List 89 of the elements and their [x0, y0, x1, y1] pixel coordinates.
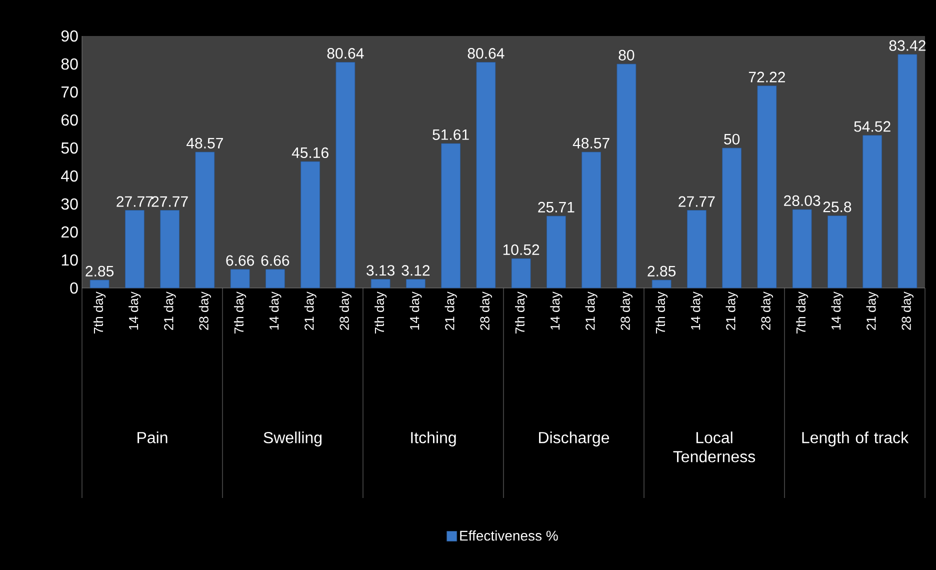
data-label: 83.42	[889, 40, 926, 51]
x-tick-label: 28 day	[480, 292, 492, 330]
data-label: 25.8	[823, 202, 852, 212]
data-label: 3.12	[402, 265, 430, 276]
y-tick-label: 40	[61, 170, 78, 182]
y-tick-label: 70	[61, 86, 78, 98]
text: Discharge	[539, 432, 610, 446]
data-label: 27.77	[152, 196, 188, 207]
data-label: 25.71	[538, 202, 574, 212]
x-tick-label: 28 day	[198, 292, 211, 330]
text: Local Tenderness	[673, 432, 756, 462]
y-tick-label: 90	[61, 30, 78, 42]
data-label: 28.03	[784, 195, 820, 206]
x-tick-label: 21 day	[444, 292, 457, 330]
x-tick-label: 21 day	[585, 292, 598, 330]
x-tick-label: 7th day	[374, 292, 387, 334]
x-tick-label: 7th day	[234, 292, 246, 334]
x-tick-label: 14 day	[550, 292, 562, 330]
text: Swelling	[264, 432, 322, 446]
bar	[441, 143, 461, 288]
bar	[300, 161, 320, 288]
y-tick-label: 30	[61, 198, 78, 210]
x-tick-label: 7th day	[796, 292, 808, 334]
x-tick-label: 14 day	[269, 292, 282, 330]
x-tick-label: 28 day	[760, 292, 774, 330]
bar	[687, 210, 706, 288]
x-tick-label: 7th day	[94, 292, 106, 334]
bar	[546, 216, 566, 288]
data-label: 48.57	[572, 138, 610, 148]
y-tick-label: 10	[62, 254, 78, 266]
x-tick-label: 14 day	[410, 292, 422, 330]
data-label: 80	[618, 50, 634, 60]
x-tick-label: 7th day	[515, 292, 528, 334]
x-tick-label: 28 day	[901, 292, 914, 330]
data-label: 2.85	[86, 266, 114, 276]
bar	[370, 279, 390, 288]
data-label: 72.22	[748, 72, 785, 82]
data-label: 27.77	[116, 196, 153, 207]
bar	[124, 210, 144, 288]
bar	[582, 152, 602, 288]
bar	[828, 216, 847, 288]
data-label: 54.52	[854, 121, 890, 132]
bar	[757, 86, 777, 288]
x-tick-label: 21 day	[726, 292, 738, 330]
y-tick-label: 20	[61, 226, 78, 238]
x-tick-label: 14 day	[831, 292, 844, 330]
data-label: 45.16	[292, 147, 328, 158]
data-label: 51.61	[432, 129, 469, 140]
text: Itching	[411, 432, 456, 446]
x-tick-label: 7th day	[656, 292, 668, 334]
data-label: 27.77	[678, 196, 715, 207]
x-tick-label: 21 day	[866, 292, 878, 330]
legend-label: Effectiveness %	[460, 530, 558, 541]
bar	[90, 280, 110, 288]
bar	[476, 62, 496, 288]
x-tick-label: 21 day	[164, 292, 176, 330]
x-tick-label: 28 day	[339, 292, 352, 330]
data-label: 80.64	[468, 48, 504, 59]
data-label: 6.66	[226, 255, 254, 266]
y-tick-label: 0	[70, 282, 78, 294]
x-tick-label: 21 day	[304, 292, 316, 330]
bar	[722, 148, 742, 288]
bar	[336, 62, 356, 288]
x-tick-label: 28 day	[620, 292, 633, 330]
x-tick-label: 14 day	[690, 292, 703, 330]
bar	[406, 279, 426, 288]
data-label: 50	[724, 134, 740, 144]
data-label: 3.13	[366, 265, 395, 276]
x-tick-label: 14 day	[128, 292, 141, 330]
data-label: 10.52	[503, 244, 540, 256]
data-label: 6.66	[261, 255, 290, 266]
bar	[195, 152, 215, 288]
text: Pain	[138, 432, 168, 444]
bar	[160, 210, 180, 288]
y-tick-label: 60	[61, 114, 78, 126]
bar	[616, 64, 636, 288]
data-label: 80.64	[327, 48, 364, 59]
bar	[511, 258, 531, 288]
bar	[898, 54, 918, 288]
bar	[265, 269, 285, 288]
bar	[652, 280, 672, 288]
text: Length of track	[802, 432, 909, 446]
data-label: 2.85	[648, 266, 676, 276]
y-tick-label: 80	[61, 58, 78, 70]
bar	[230, 269, 250, 288]
bar	[792, 209, 812, 288]
bar	[862, 135, 882, 288]
y-tick-label: 50	[61, 142, 78, 154]
data-label: 48.57	[186, 138, 223, 148]
